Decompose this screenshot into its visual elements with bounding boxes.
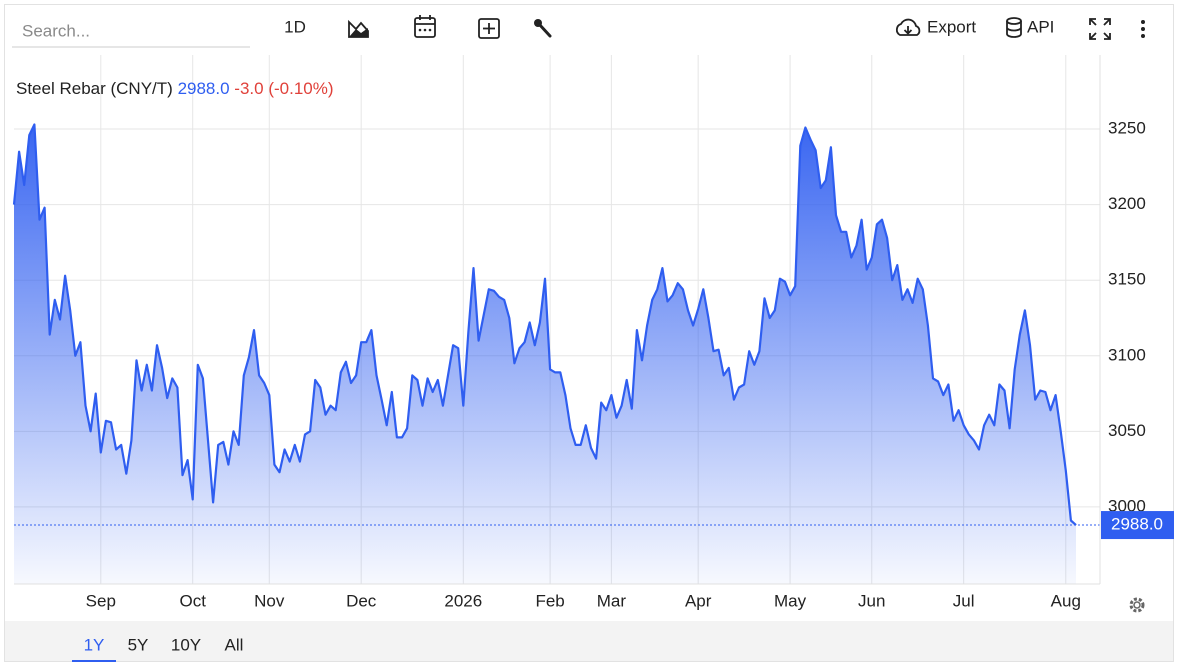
settings-button[interactable] <box>1129 597 1145 613</box>
change: -3.0 <box>234 79 263 98</box>
range-button[interactable]: 10Y <box>171 635 201 654</box>
y-tick-label: 3250 <box>1108 119 1146 138</box>
export-label[interactable]: Export <box>927 17 976 36</box>
range-button[interactable]: 1Y <box>84 635 105 654</box>
range-active-underline <box>72 660 116 662</box>
plot-area <box>12 55 1100 584</box>
legend: Steel Rebar (CNY/T) 2988.0 -3.0 (-0.10%) <box>16 79 334 98</box>
search-box[interactable]: Search... <box>22 21 90 40</box>
last-price-tag <box>1101 511 1174 540</box>
calendar-button[interactable] <box>414 15 436 38</box>
api-label[interactable]: API <box>1027 17 1054 36</box>
y-tick-label: 3150 <box>1108 270 1146 289</box>
area-fill <box>14 124 1076 584</box>
x-tick-label: Nov <box>254 591 285 610</box>
x-tick-label: 2026 <box>444 591 482 610</box>
x-tick-label: Jul <box>953 591 975 610</box>
export-button[interactable]: Export <box>895 17 977 36</box>
x-tick-label: Sep <box>86 591 116 610</box>
range-selector: 1Y 5Y 10Y All <box>72 635 243 662</box>
range-button[interactable]: 5Y <box>128 635 149 654</box>
chart-type-button[interactable] <box>348 19 369 38</box>
x-tick-label: Aug <box>1051 591 1081 610</box>
api-button[interactable]: API <box>1006 17 1054 38</box>
y-tick-label: 3000 <box>1108 496 1146 515</box>
y-tick-label: 3200 <box>1108 194 1146 213</box>
price-line <box>12 123 1077 526</box>
x-tick-label: Oct <box>179 591 206 610</box>
x-tick-label: Jun <box>858 591 885 610</box>
last-price-tag-label: 2988.0 <box>1111 515 1163 534</box>
range-bar <box>5 621 1173 661</box>
x-tick-label: Dec <box>346 591 377 610</box>
x-tick-label: Mar <box>597 591 627 610</box>
menu-button[interactable] <box>1141 20 1145 38</box>
y-tick-label: 3100 <box>1108 345 1146 364</box>
x-tick-label: Feb <box>535 591 564 610</box>
tools-button[interactable] <box>534 19 552 38</box>
range-button[interactable]: All <box>225 635 244 654</box>
x-tick-label: Apr <box>685 591 712 610</box>
compare-button[interactable] <box>478 18 500 39</box>
y-tick-label: 3050 <box>1108 421 1146 440</box>
change-percent: (-0.10%) <box>268 79 333 98</box>
interval-button[interactable]: 1D <box>284 17 306 36</box>
toolbar: Search... 1D Export API <box>12 15 1145 48</box>
fullscreen-button[interactable] <box>1089 18 1111 40</box>
series-name: Steel Rebar (CNY/T) <box>16 79 173 98</box>
last-price: 2988.0 <box>178 79 230 98</box>
x-tick-label: May <box>774 591 807 610</box>
